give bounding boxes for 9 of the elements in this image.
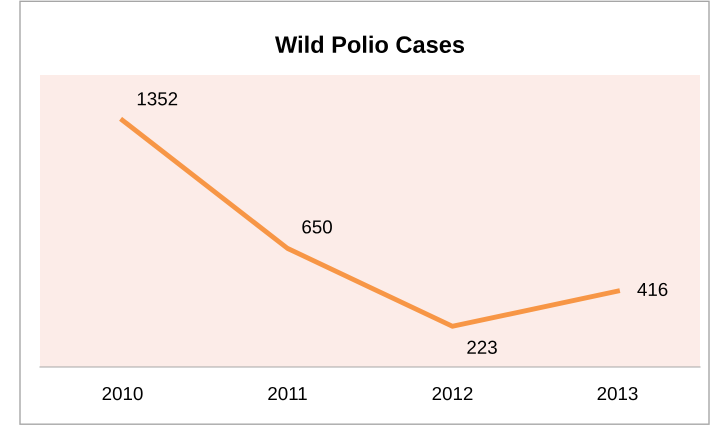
x-tick-label: 2013	[598, 386, 638, 400]
data-label: 223	[467, 340, 497, 354]
x-tick-label: 2010	[102, 386, 143, 400]
data-label: 416	[637, 282, 668, 296]
x-tick-label: 2011	[268, 386, 307, 400]
data-label: 650	[302, 220, 332, 234]
chart-title: Wild Polio Cases	[275, 36, 464, 54]
data-label: 1352	[138, 92, 178, 106]
x-tick-label: 2012	[432, 386, 472, 400]
